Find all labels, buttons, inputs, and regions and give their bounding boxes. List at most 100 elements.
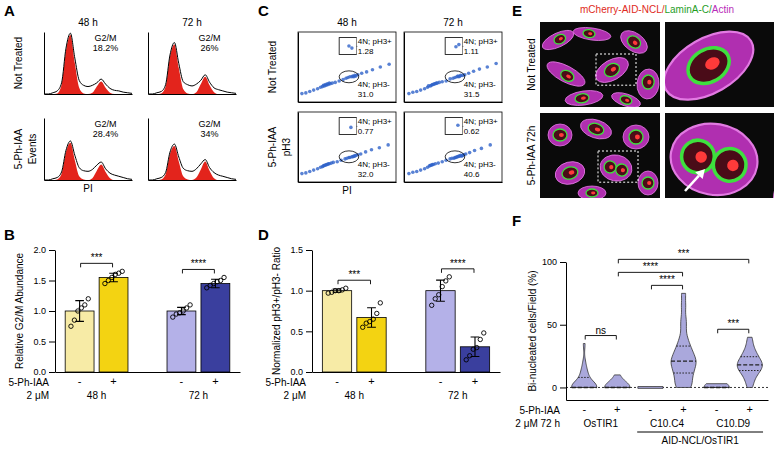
violin <box>704 384 729 388</box>
point <box>188 303 192 307</box>
point <box>335 160 339 164</box>
histogram: G2/M18.2% <box>44 33 133 95</box>
bar <box>99 277 128 372</box>
cell <box>610 90 642 107</box>
point <box>482 331 486 335</box>
point <box>379 65 383 69</box>
gate <box>339 38 357 55</box>
point <box>437 161 441 165</box>
tick: + <box>614 403 620 415</box>
quartile-line <box>673 373 693 374</box>
nucleus <box>642 75 655 90</box>
point <box>467 72 471 76</box>
cell-body <box>610 90 642 107</box>
x-axis <box>149 180 237 181</box>
group-label: 48 h <box>87 390 106 401</box>
histogram-line <box>148 43 236 94</box>
nucleolus <box>726 159 739 172</box>
point <box>468 151 472 155</box>
point <box>359 152 363 156</box>
plot-area <box>65 269 230 372</box>
row-label: 5-Ph-IAA <box>265 377 306 388</box>
tick-label: 1.5 <box>33 276 46 286</box>
significance-bracket <box>81 263 113 267</box>
plot-area <box>148 144 236 180</box>
gate <box>339 71 359 83</box>
point <box>407 92 411 96</box>
point <box>360 72 364 76</box>
axis-line <box>298 113 299 183</box>
cell <box>623 125 649 149</box>
bar-chart: 0.00.51.01.52.0-+-+48 h72 h******* <box>33 245 240 401</box>
label-patch <box>357 90 375 99</box>
cell-body <box>665 117 763 198</box>
label-patch <box>463 47 481 56</box>
gate-value: 31.0 <box>358 90 374 99</box>
point <box>411 90 415 94</box>
histogram: G2/M28.4% <box>44 119 133 181</box>
point <box>69 324 73 328</box>
axis-title: Relative G2/M Abundance <box>14 252 25 369</box>
tick-label: 2.0 <box>33 245 46 255</box>
tick-mark <box>306 331 312 332</box>
significance-bracket <box>182 269 214 273</box>
point <box>419 88 423 92</box>
point <box>473 149 477 153</box>
point <box>222 275 226 279</box>
axis-line <box>405 102 503 103</box>
axis-title: PI <box>342 185 351 196</box>
zoomed-cells <box>665 22 774 107</box>
median-line <box>605 387 630 388</box>
gates: 4N; pH3+0.624N; pH3-40.6 <box>445 117 499 179</box>
quartile-line <box>572 387 597 388</box>
y-axis <box>404 113 405 183</box>
nucleus <box>552 33 567 46</box>
axis-title: Bi-nucleated cells/Field (%) <box>527 270 538 391</box>
gate <box>445 71 465 83</box>
cell-body <box>623 125 649 149</box>
point <box>433 297 437 301</box>
zoom-box <box>596 54 636 85</box>
label-patch <box>463 127 481 136</box>
cell <box>578 115 614 142</box>
annotation: 26% <box>201 43 219 53</box>
nucleus <box>625 33 643 50</box>
gate <box>445 38 463 55</box>
row-label: 2 μM <box>27 390 49 401</box>
nucleolus <box>558 36 563 41</box>
point <box>486 65 490 69</box>
significance-label: ns <box>595 325 606 336</box>
plot-area <box>148 43 236 94</box>
tick-label: 0.5 <box>290 327 303 337</box>
gate-label: 4N; pH3- <box>464 160 496 169</box>
cell <box>636 68 660 100</box>
tick-label: 1.0 <box>33 306 46 316</box>
tick-label: 0.5 <box>33 337 46 347</box>
group-label: 72 h <box>448 390 467 401</box>
axis-line <box>567 400 769 401</box>
cell <box>665 117 763 198</box>
point <box>350 46 354 50</box>
nucleolus <box>568 170 574 176</box>
panel-letter: C <box>258 2 269 19</box>
y-axis <box>148 119 149 181</box>
tick: - <box>649 403 653 415</box>
tick-label: + <box>680 403 686 415</box>
point <box>456 124 460 128</box>
axis-line <box>45 180 133 181</box>
point <box>444 279 448 283</box>
tick-label: - <box>78 375 82 387</box>
tick: 1.5 <box>290 245 312 255</box>
arrow-head <box>695 169 705 179</box>
nucleus <box>629 130 643 144</box>
axis-title: Events <box>27 134 38 165</box>
label-patch <box>357 47 375 56</box>
tick-label: - <box>439 375 443 387</box>
panel-title: 72 h <box>182 17 201 28</box>
point <box>468 354 472 358</box>
point <box>304 171 308 175</box>
cell-body <box>773 60 774 107</box>
tick: + <box>472 375 478 387</box>
label-patch <box>463 117 499 126</box>
error-bar <box>211 279 220 288</box>
